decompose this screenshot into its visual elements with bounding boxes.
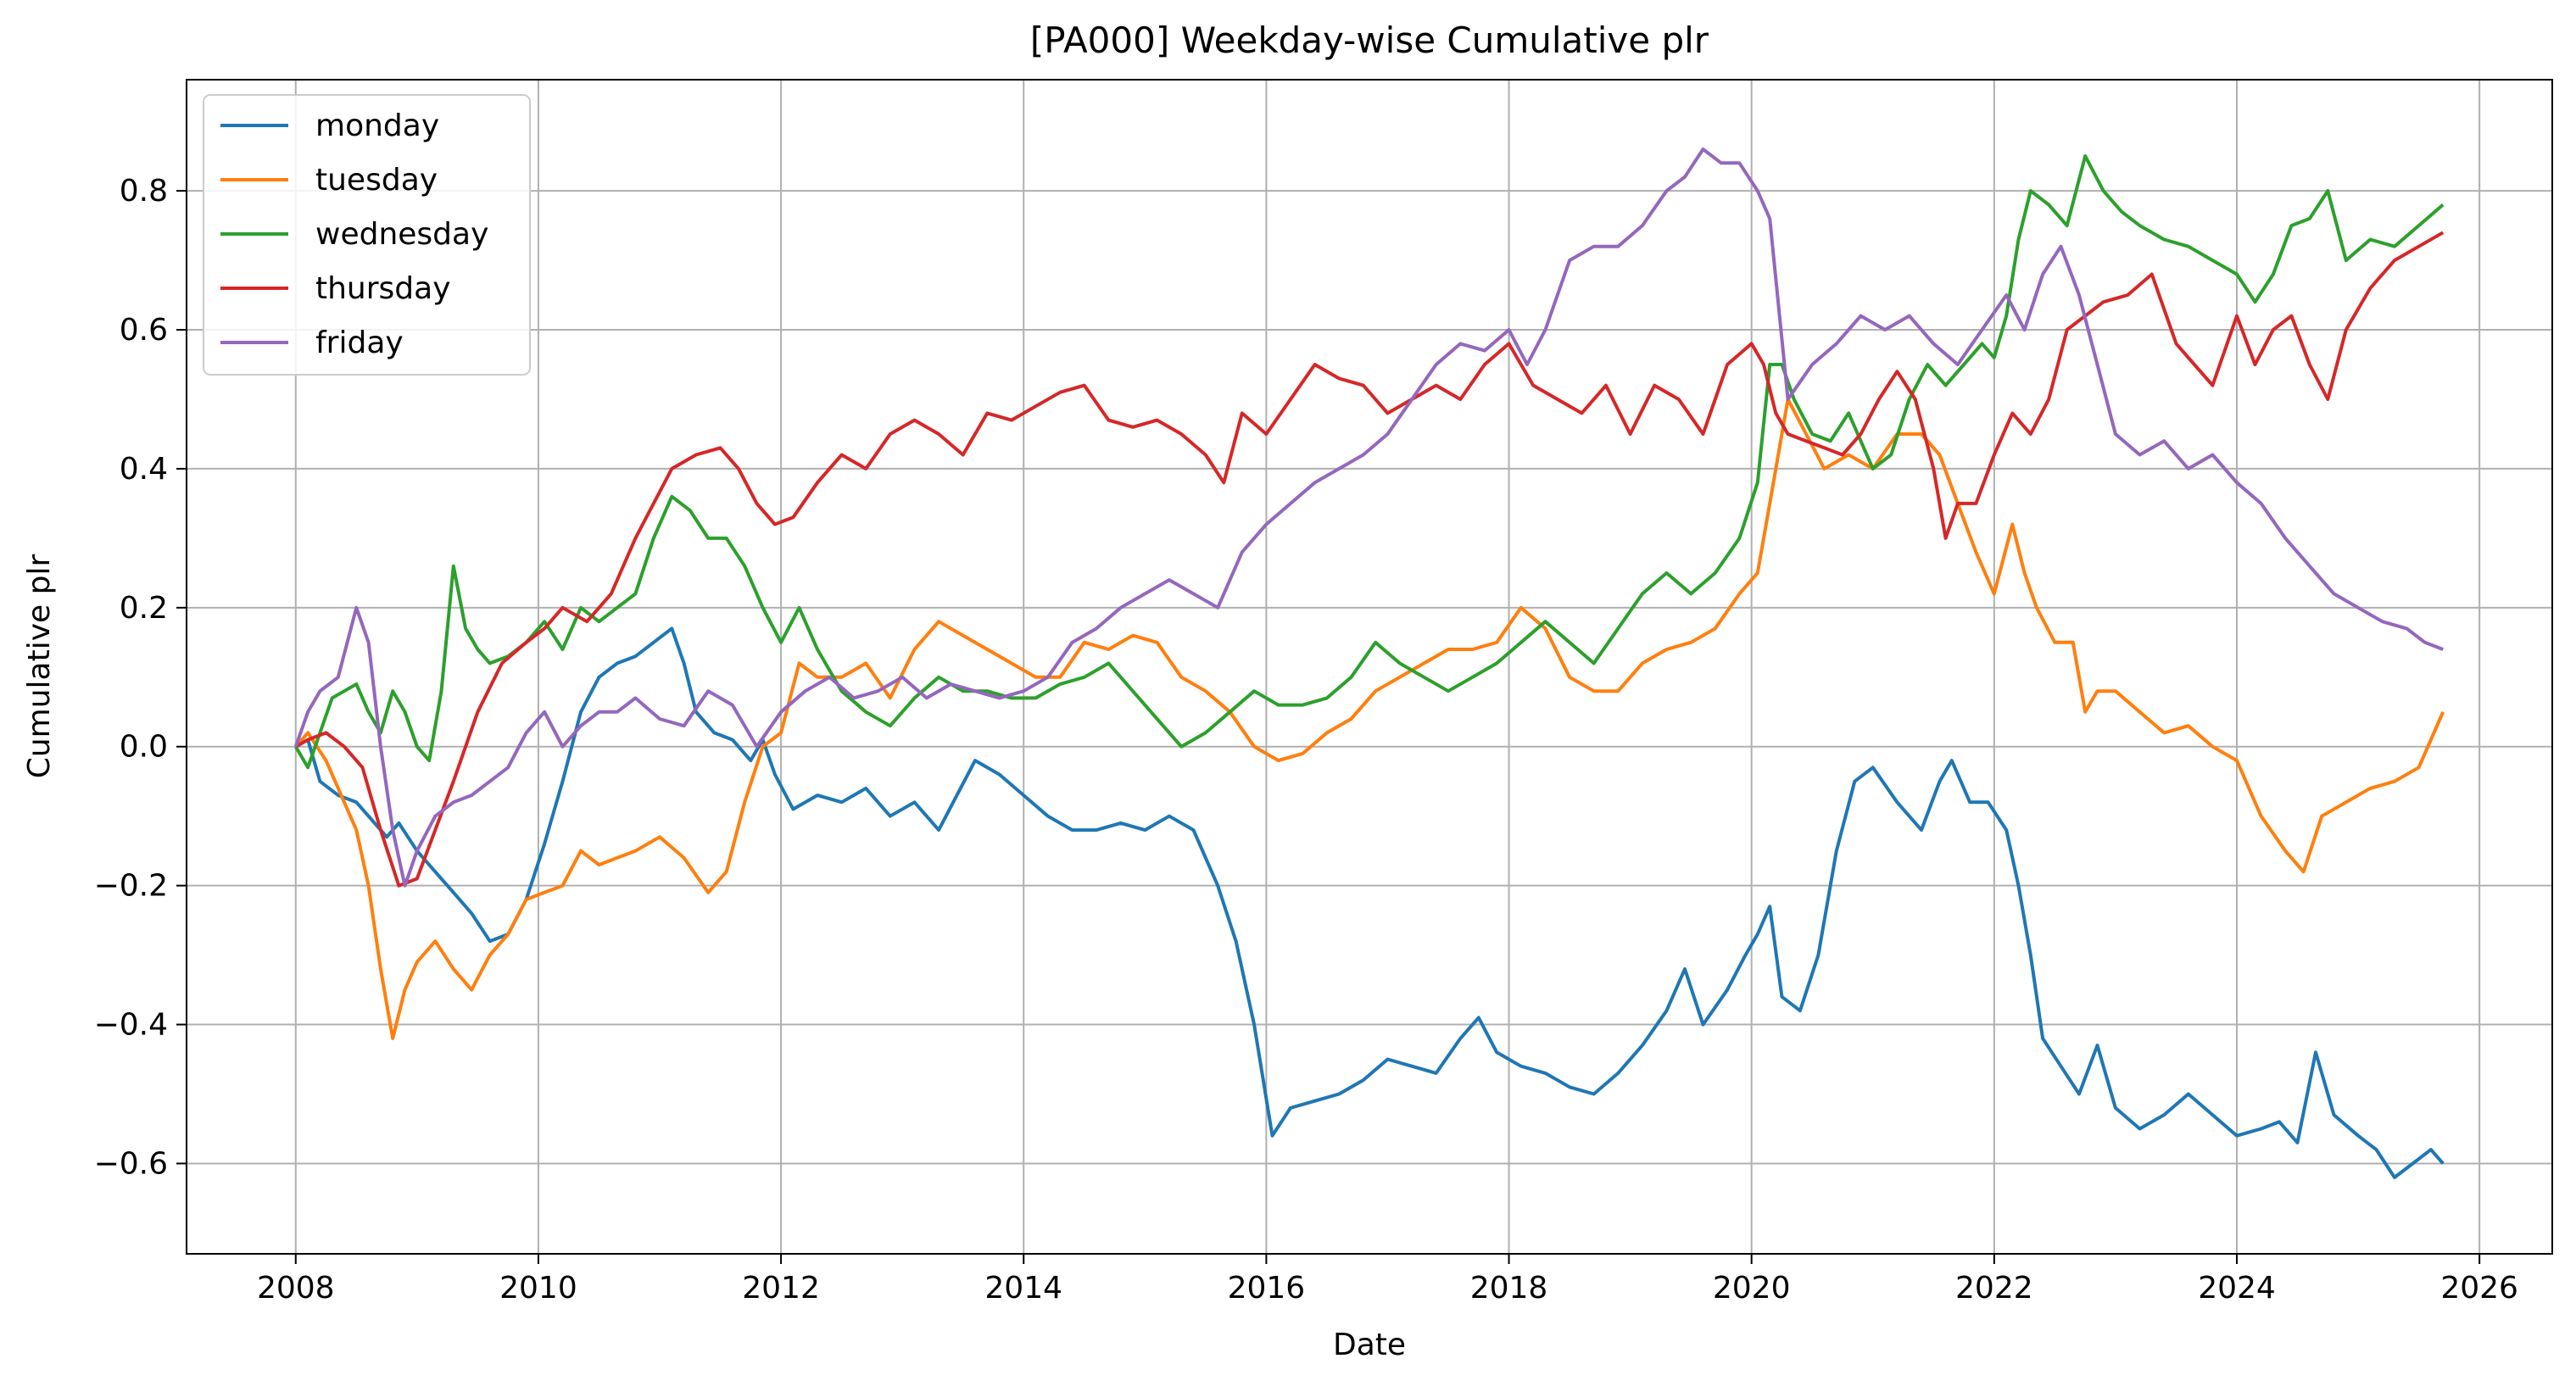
y-tick-label: 0.8 — [120, 174, 168, 209]
legend-box — [203, 94, 531, 376]
x-tick-label: 2014 — [984, 1271, 1062, 1306]
y-tick-label: 0.2 — [120, 591, 168, 626]
legend-label-wednesday: wednesday — [315, 217, 488, 252]
series-line-wednesday — [294, 154, 2445, 770]
x-tick-label: 2018 — [1470, 1271, 1548, 1306]
series-line-friday — [293, 148, 2444, 888]
chart-title: [PA000] Weekday-wise Cumulative plr — [1030, 19, 1709, 61]
y-tick-label: −0.2 — [94, 869, 168, 904]
y-tick-label: 0.0 — [120, 730, 168, 765]
x-tick-label: 2024 — [2198, 1271, 2276, 1306]
axes-frame — [186, 79, 2553, 1255]
x-tick-label: 2008 — [257, 1271, 335, 1306]
plot-series — [293, 148, 2445, 1179]
x-axis-label: Date — [1333, 1328, 1406, 1362]
legend-label-thursday: thursday — [315, 271, 451, 306]
series-line-monday — [294, 626, 2445, 1179]
x-tick-label: 2022 — [1955, 1271, 2033, 1306]
x-tick-label: 2010 — [499, 1271, 577, 1306]
y-axis-label: Cumulative plr — [22, 554, 57, 779]
legend: monday tuesday wednesday thursday friday — [203, 94, 531, 376]
x-tick-label: 2012 — [742, 1271, 820, 1306]
x-tick-label: 2026 — [2440, 1271, 2518, 1306]
axis-ticks: 2008 2010 2012 2014 2016 2018 2020 2022 2024 2026… — [94, 174, 2518, 1306]
y-tick-label: 0.4 — [120, 452, 168, 487]
series-line-tuesday — [294, 398, 2445, 1040]
legend-label-tuesday: tuesday — [315, 163, 438, 198]
x-tick-label: 2020 — [1713, 1271, 1791, 1306]
y-tick-label: −0.6 — [94, 1146, 168, 1181]
y-tick-label: −0.4 — [94, 1008, 168, 1043]
y-tick-label: 0.6 — [120, 313, 168, 348]
legend-label-friday: friday — [315, 326, 404, 360]
legend-label-monday: monday — [315, 109, 439, 143]
x-tick-label: 2016 — [1228, 1271, 1306, 1306]
